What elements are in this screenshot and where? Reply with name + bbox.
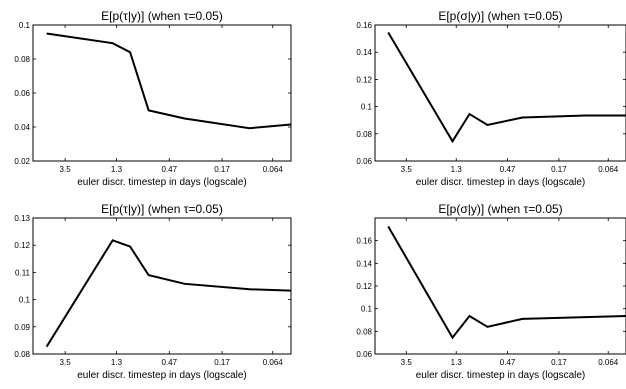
series-line-1 <box>46 32 291 130</box>
y-tick-label: 0.04 <box>14 123 30 132</box>
x-tick-label: 0.064 <box>263 358 284 367</box>
x-tick-label: 0.47 <box>500 358 516 367</box>
y-tick-label: 0.12 <box>14 241 30 250</box>
y-tick-label: 0.06 <box>356 157 372 166</box>
x-tick-label: 3.5 <box>401 165 413 174</box>
y-tick-label: 0.14 <box>356 259 372 268</box>
y-tick-label: 0.1 <box>19 21 31 30</box>
chart-title: E[p(τ|y)] (when τ=0.05) <box>101 202 223 216</box>
y-tick-label: 0.12 <box>356 282 372 291</box>
y-tick-label: 0.16 <box>356 237 372 246</box>
y-tick-label: 0.13 <box>14 214 30 223</box>
x-tick-label: 1.3 <box>451 358 463 367</box>
x-axis-label: euler discr. timestep in days (logscale) <box>416 370 586 381</box>
y-tick-label: 0.08 <box>356 130 372 139</box>
y-tick-label: 0.16 <box>356 21 372 30</box>
chart-title: E[p(σ|y)] (when τ=0.05) <box>438 202 562 216</box>
chart-panel-3: 3.5 1.3 0.47 0.17 0.064 0.08 0.09 0.1 0.11 0.12 0.… <box>14 202 292 381</box>
y-tick-label: 0.08 <box>14 350 30 359</box>
x-axis-label: euler discr. timestep in days (logscale) <box>416 177 586 188</box>
y-tick-label: 0.08 <box>14 55 30 64</box>
x-tick-label: 3.5 <box>60 358 72 367</box>
x-tick-label: 0.064 <box>263 165 284 174</box>
y-tick-label: 0.06 <box>356 350 372 359</box>
x-tick-label: 0.064 <box>598 358 619 367</box>
x-tick-label: 1.3 <box>111 358 123 367</box>
x-tick-label: 3.5 <box>401 358 413 367</box>
x-tick-label: 0.47 <box>161 165 177 174</box>
y-tick-label: 0.1 <box>361 305 373 314</box>
y-tick-label: 0.11 <box>15 268 31 277</box>
y-tick-label: 0.1 <box>361 103 373 112</box>
x-tick-label: 0.17 <box>551 165 567 174</box>
plot-frame <box>374 24 626 162</box>
y-tick-label: 0.06 <box>14 89 30 98</box>
x-tick-label: 0.47 <box>500 165 516 174</box>
chart-title: E[p(σ|y)] (when τ=0.05) <box>438 9 562 23</box>
chart-panel-1: 3.5 1.3 0.47 0.17 0.064 0.02 0.04 0.06 0.08 0.1 E[… <box>14 9 292 188</box>
plot-frame <box>32 217 292 355</box>
chart-panel-4: 3.5 1.3 0.47 0.17 0.064 0.06 0.08 0.1 0.12 0.14 0.… <box>356 202 626 381</box>
x-axis-label: euler discr. timestep in days (logscale) <box>77 177 247 188</box>
chart-panel-2: 3.5 1.3 0.47 0.17 0.064 0.06 0.08 0.1 0.12 0.14 0.… <box>356 9 626 188</box>
series-line-1 <box>387 225 626 340</box>
y-tick-label: 0.12 <box>356 75 372 84</box>
y-tick-label: 0.1 <box>19 296 31 305</box>
y-tick-label: 0.14 <box>356 48 372 57</box>
x-tick-label: 0.17 <box>551 358 567 367</box>
series-line-1 <box>45 239 291 348</box>
series-line-1 <box>387 31 626 144</box>
x-tick-label: 1.3 <box>111 165 123 174</box>
x-tick-label: 0.17 <box>214 358 230 367</box>
x-tick-label: 3.5 <box>60 165 72 174</box>
x-tick-label: 1.3 <box>451 165 463 174</box>
x-tick-label: 0.064 <box>598 165 619 174</box>
chart-title: E[p(τ|y)] (when τ=0.05) <box>101 9 223 23</box>
x-axis-label: euler discr. timestep in days (logscale) <box>77 370 247 381</box>
y-tick-label: 0.02 <box>14 157 30 166</box>
x-tick-label: 0.17 <box>214 165 230 174</box>
y-tick-label: 0.09 <box>14 323 30 332</box>
y-tick-label: 0.08 <box>356 327 372 336</box>
x-tick-label: 0.47 <box>161 358 177 367</box>
